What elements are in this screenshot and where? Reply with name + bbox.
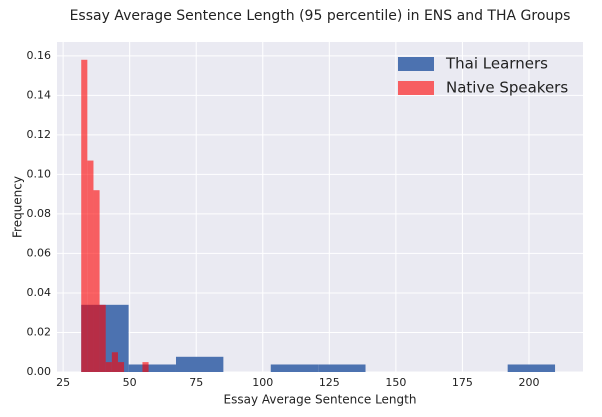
legend-swatch: [398, 81, 434, 95]
y-tick-label: 0.08: [27, 207, 52, 220]
chart-title: Essay Average Sentence Length (95 percen…: [70, 8, 571, 24]
y-tick-label: 0.00: [27, 365, 52, 378]
histogram-bar: [507, 364, 556, 372]
histogram-bar: [318, 364, 366, 372]
histogram-bar: [87, 160, 94, 372]
x-tick-label: 50: [123, 376, 137, 389]
y-tick-label: 0.10: [27, 167, 52, 180]
histogram-bar: [111, 352, 118, 372]
histogram-bar: [93, 190, 100, 372]
x-tick-label: 200: [518, 376, 539, 389]
histogram-bar: [117, 362, 125, 372]
histogram-bar: [142, 362, 149, 372]
histogram-bar: [99, 304, 106, 372]
x-tick-label: 25: [56, 376, 70, 389]
histogram-bar: [175, 356, 224, 372]
y-tick-label: 0.04: [27, 286, 52, 299]
y-axis-label: Frequency: [11, 176, 25, 238]
y-tick-label: 0.14: [27, 88, 52, 101]
x-tick-label: 150: [385, 376, 406, 389]
histogram-bar: [105, 362, 112, 372]
legend-label: Native Speakers: [446, 79, 568, 97]
x-axis-label: Essay Average Sentence Length: [224, 393, 417, 407]
histogram-bar: [270, 364, 319, 372]
legend-label: Thai Learners: [445, 55, 548, 73]
y-tick-label: 0.06: [27, 246, 52, 259]
histogram-bar: [81, 59, 88, 373]
x-tick-label: 175: [452, 376, 473, 389]
legend-swatch: [398, 57, 434, 71]
x-tick-label: 100: [252, 376, 273, 389]
histogram-bar: [128, 364, 176, 372]
plot-area: [57, 42, 583, 372]
y-tick-label: 0.02: [27, 325, 52, 338]
y-tick-label: 0.12: [27, 128, 52, 141]
x-tick-label: 125: [319, 376, 340, 389]
y-tick-label: 0.16: [27, 49, 52, 62]
x-tick-label: 75: [189, 376, 203, 389]
